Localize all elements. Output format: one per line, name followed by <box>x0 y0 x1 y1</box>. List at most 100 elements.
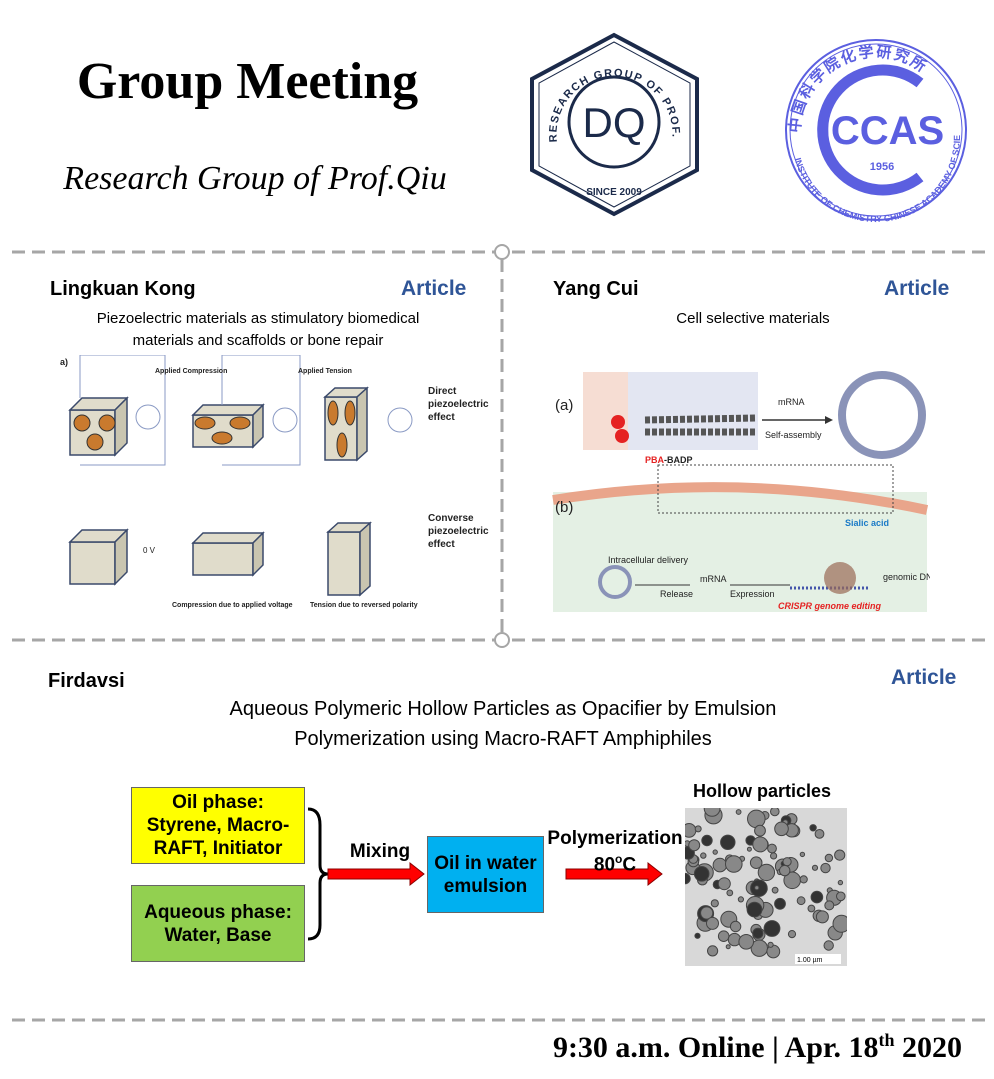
presenter-name: Firdavsi <box>48 670 125 692</box>
particle <box>717 930 730 942</box>
page-title: Group Meeting <box>76 53 419 110</box>
figure-label: a) <box>60 357 68 367</box>
talk-title: Cell selective materials <box>553 308 953 330</box>
particle <box>767 941 774 948</box>
particle <box>787 930 797 939</box>
iccas-name: ICCAS <box>820 109 944 153</box>
particle <box>767 843 777 854</box>
divider-node <box>494 244 510 260</box>
particle <box>701 834 713 847</box>
article-tag: Article <box>891 666 957 689</box>
particle <box>834 849 846 861</box>
particle <box>725 855 743 873</box>
particle <box>757 863 776 882</box>
particle <box>746 846 752 852</box>
polymerization-text: Polymerization <box>547 828 683 849</box>
temp-unit: C <box>622 854 637 876</box>
figure-label: Expression <box>730 589 775 599</box>
particle <box>685 872 691 885</box>
particle <box>700 852 707 859</box>
particle <box>770 808 780 817</box>
particle <box>754 885 760 891</box>
particle <box>832 914 847 933</box>
particle <box>725 944 731 950</box>
particle <box>796 896 806 906</box>
figure-label: -BADP <box>664 455 693 465</box>
scale-bar-label: 1.00 µm <box>797 957 823 964</box>
particle <box>799 875 808 884</box>
figure-label: CRISPR genome editing <box>778 601 882 611</box>
article-tag: Article <box>884 277 950 300</box>
temp-value: 80 <box>593 854 616 876</box>
particle <box>811 864 819 871</box>
group-logo: RESEARCH GROUP OF PROF. DONG QIU DQ SINC… <box>527 32 699 217</box>
figure-label: (a) <box>555 397 573 414</box>
particle <box>720 834 736 850</box>
particle <box>735 809 742 815</box>
crispr-figure: (a) mRNA Self-assembly PBA-BADP (b) Sial… <box>552 371 930 612</box>
aqueous-phase-box: Aqueous phase: Water, Base <box>131 885 305 962</box>
logo-monogram: DQ <box>583 99 646 146</box>
particle <box>837 879 844 886</box>
figure-label: genomic DNA <box>883 572 930 582</box>
particle <box>814 829 825 839</box>
brace <box>307 807 329 941</box>
particle <box>820 862 831 874</box>
svg-text:PBA-BADP: PBA-BADP <box>645 455 693 465</box>
particle <box>810 890 824 904</box>
figure-label: PBA <box>645 455 665 465</box>
particle <box>685 823 697 838</box>
particle <box>809 824 817 832</box>
mixing-label: Mixing <box>349 841 411 862</box>
particle <box>712 857 728 873</box>
direct-effect-label: Direct piezoelectric effect <box>428 386 489 423</box>
particle <box>799 851 806 858</box>
article-tag: Article <box>401 277 467 300</box>
particle <box>771 886 779 894</box>
particle <box>707 945 719 957</box>
iccas-logo: 中国科学院化学研究所 INSTITUTE OF CHEMISTRY CHINES… <box>770 38 967 223</box>
figure-label: Intracellular delivery <box>608 555 689 565</box>
figure-label: Release <box>660 589 693 599</box>
footer-sup: th <box>878 1030 895 1050</box>
meeting-time: 9:30 a.m. Online | Apr. 18th 2020 <box>553 1030 962 1065</box>
figure-label: Tension due to reversed polarity <box>310 602 418 609</box>
particle <box>815 910 829 924</box>
particle <box>754 824 766 837</box>
footer-year: 2020 <box>894 1031 962 1064</box>
oil-phase-box: Oil phase: Styrene, Macro- RAFT, Initiat… <box>131 787 305 864</box>
figure-label: Applied Compression <box>155 368 227 375</box>
logo-since: SINCE 2009 <box>586 187 642 198</box>
particle <box>749 856 763 870</box>
footer-date: 9:30 a.m. Online | Apr. 18 <box>552 1031 879 1064</box>
figure-label: Applied Tension <box>298 368 352 375</box>
particle <box>770 852 778 860</box>
polymerization-label: Polymerization 80oC <box>545 828 685 875</box>
presenter-name: Lingkuan Kong <box>50 278 196 300</box>
figure-label: mRNA <box>700 574 727 584</box>
hollow-particles-label: Hollow particles <box>692 781 832 801</box>
presenter-name: Yang Cui <box>553 278 639 300</box>
particle <box>746 901 763 918</box>
particle <box>774 821 789 837</box>
emulsion-box: Oil in water emulsion <box>427 836 544 913</box>
particle <box>726 889 734 897</box>
talk-title: Piezoelectric materials as stimulatory b… <box>30 308 486 352</box>
box-line: RAFT, Initiator <box>153 838 283 859</box>
particle <box>747 809 766 829</box>
particle <box>694 932 701 939</box>
polymerization-arrow <box>565 861 663 887</box>
divider-node <box>494 632 510 648</box>
talk-title-line: Piezoelectric materials as stimulatory b… <box>96 310 420 327</box>
particle <box>823 940 834 951</box>
particle <box>807 904 816 913</box>
iccas-year: 1956 <box>870 161 894 173</box>
talk-title-line: Aqueous Polymeric Hollow Particles as Op… <box>229 698 777 720</box>
particle <box>712 849 718 855</box>
particle <box>836 891 846 902</box>
tem-image: 1.00 µm <box>685 808 847 966</box>
flow-arrows <box>307 807 663 941</box>
box-line: Water, Base <box>164 924 272 946</box>
particle <box>703 808 721 817</box>
